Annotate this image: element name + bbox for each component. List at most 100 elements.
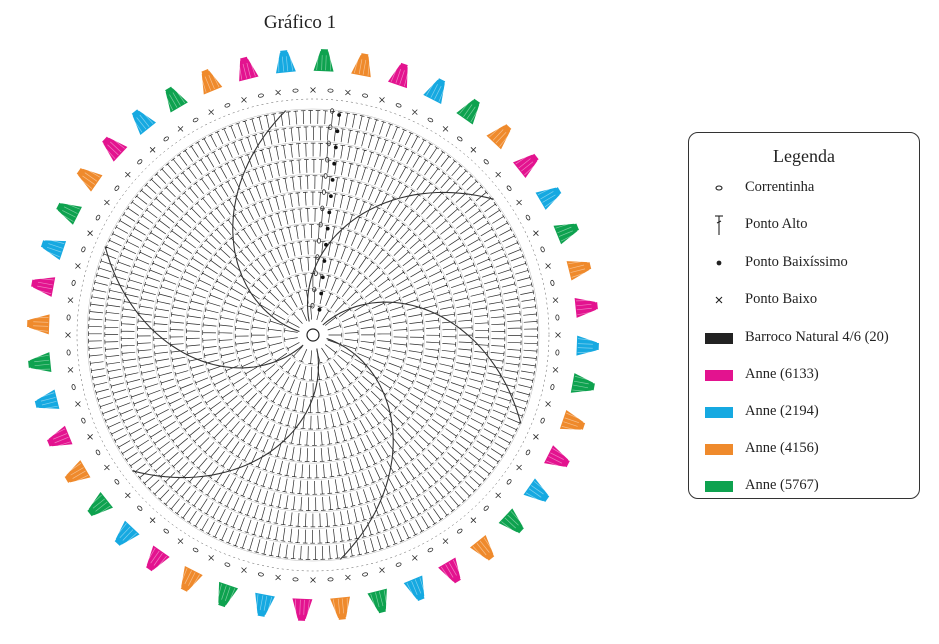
chain-stitch: [427, 117, 434, 123]
tassel-fringe: [523, 478, 548, 502]
legend-symbol-icon: [703, 328, 735, 348]
tassel-strands: [81, 170, 101, 189]
chain-stitch: [137, 159, 143, 165]
row-guide: [135, 157, 491, 513]
chain-stitch: [325, 156, 330, 163]
chain-stitch: [427, 547, 434, 553]
slip-stitch-dot: [327, 210, 332, 215]
tassel-strands: [278, 56, 294, 73]
legend-label: Ponto Baixíssimo: [745, 254, 848, 270]
tassel-strands: [37, 278, 54, 295]
tassel: [513, 153, 539, 179]
tassel-tie: [378, 608, 386, 614]
tassel-tie: [56, 202, 63, 211]
tassel: [146, 545, 170, 572]
tassel-strands: [239, 62, 256, 80]
tassel-strands: [166, 92, 186, 111]
increase-line: [132, 348, 320, 479]
tassel-fringe: [367, 588, 387, 612]
stitch-row: [234, 256, 392, 414]
tassel: [47, 425, 73, 447]
slip-stitch-dot: [322, 259, 327, 263]
chain-stitch: [163, 528, 169, 534]
row-guide: [103, 125, 523, 545]
chain-stitch: [540, 417, 545, 424]
slip-stitch-start-column: [310, 108, 341, 312]
tassel: [114, 520, 140, 546]
chain-stitch: [320, 205, 325, 212]
stitch-row: [169, 191, 457, 479]
stitch-row: [120, 142, 506, 528]
tassel: [576, 335, 599, 356]
chain-stitch: [362, 93, 369, 98]
tassel-strands: [572, 375, 589, 392]
legend-item: Ponto Baixíssimo: [703, 253, 913, 273]
stitch-row: [185, 207, 441, 463]
tassel-fringe: [351, 54, 371, 78]
slip-stitch-dot: [325, 226, 330, 231]
tassel-strands: [561, 412, 580, 430]
tassel-strands: [459, 103, 478, 123]
chain-stitch: [550, 384, 555, 391]
tassel-strands: [201, 75, 220, 93]
chart-title: Gráfico 1: [263, 12, 337, 33]
tassel-fringe: [78, 168, 103, 192]
tassel-strands: [134, 113, 154, 133]
tassel-strands: [577, 338, 593, 353]
tassel-tie: [31, 279, 36, 288]
tassel-strands: [525, 481, 545, 500]
stitch-row: [202, 224, 424, 446]
tassel: [87, 491, 113, 517]
tassel-fringe: [88, 491, 113, 516]
legend-item: Barroco Natural 4/6 (20): [703, 328, 913, 348]
chain-stitch: [323, 173, 328, 179]
tassel: [165, 86, 188, 113]
tassel-strands: [256, 594, 273, 611]
tassel-fringe: [553, 223, 578, 245]
chain-stitch: [312, 286, 317, 293]
chain-stitch: [224, 562, 231, 567]
tassel-fringe: [486, 125, 511, 150]
row-guide: [86, 108, 540, 562]
chain-stitch: [328, 124, 333, 130]
tassel-tie: [131, 109, 140, 117]
tassel-tie: [47, 438, 53, 447]
tassel: [102, 136, 128, 162]
tassel-tie: [64, 475, 71, 483]
tassel: [64, 460, 91, 483]
increase-line: [104, 246, 304, 369]
tassel-fringe: [566, 261, 590, 281]
tassel-tie: [360, 53, 369, 58]
legend-item: Anne (2194): [703, 402, 913, 422]
chain-stitch: [316, 238, 321, 244]
tassel-strands: [390, 68, 408, 87]
tassel-strands: [515, 156, 535, 176]
tassel-tie: [240, 56, 248, 62]
tassel-tie: [472, 98, 480, 106]
chain-stitch: [555, 314, 560, 321]
legend-label: Correntinha: [745, 179, 815, 195]
tassel-strands: [62, 203, 80, 222]
tassel-tie: [453, 577, 461, 584]
single-crochet-mark: [65, 87, 561, 583]
chain-stitch: [66, 349, 71, 356]
tassel-fringe: [423, 79, 445, 104]
legend-item: Ponto Baixo: [703, 290, 913, 310]
tassel-tie: [40, 240, 47, 248]
tassel-strands: [33, 317, 49, 332]
chain-stitch: [540, 246, 545, 253]
chain-stitch: [525, 214, 531, 221]
tassel-tie: [87, 508, 95, 517]
magic-ring: [306, 328, 320, 342]
tassel-fringe: [218, 581, 239, 606]
row-guide: [201, 223, 425, 447]
tassel-tie: [201, 69, 210, 75]
tassel-tie: [563, 459, 570, 468]
tassel-tie: [114, 538, 122, 546]
legend-label: Anne (2194): [745, 403, 819, 419]
increase-line: [306, 191, 494, 322]
tassel-tie: [102, 136, 110, 144]
tassel: [28, 352, 52, 373]
tassel-strands: [70, 462, 89, 482]
tassel: [275, 50, 296, 74]
